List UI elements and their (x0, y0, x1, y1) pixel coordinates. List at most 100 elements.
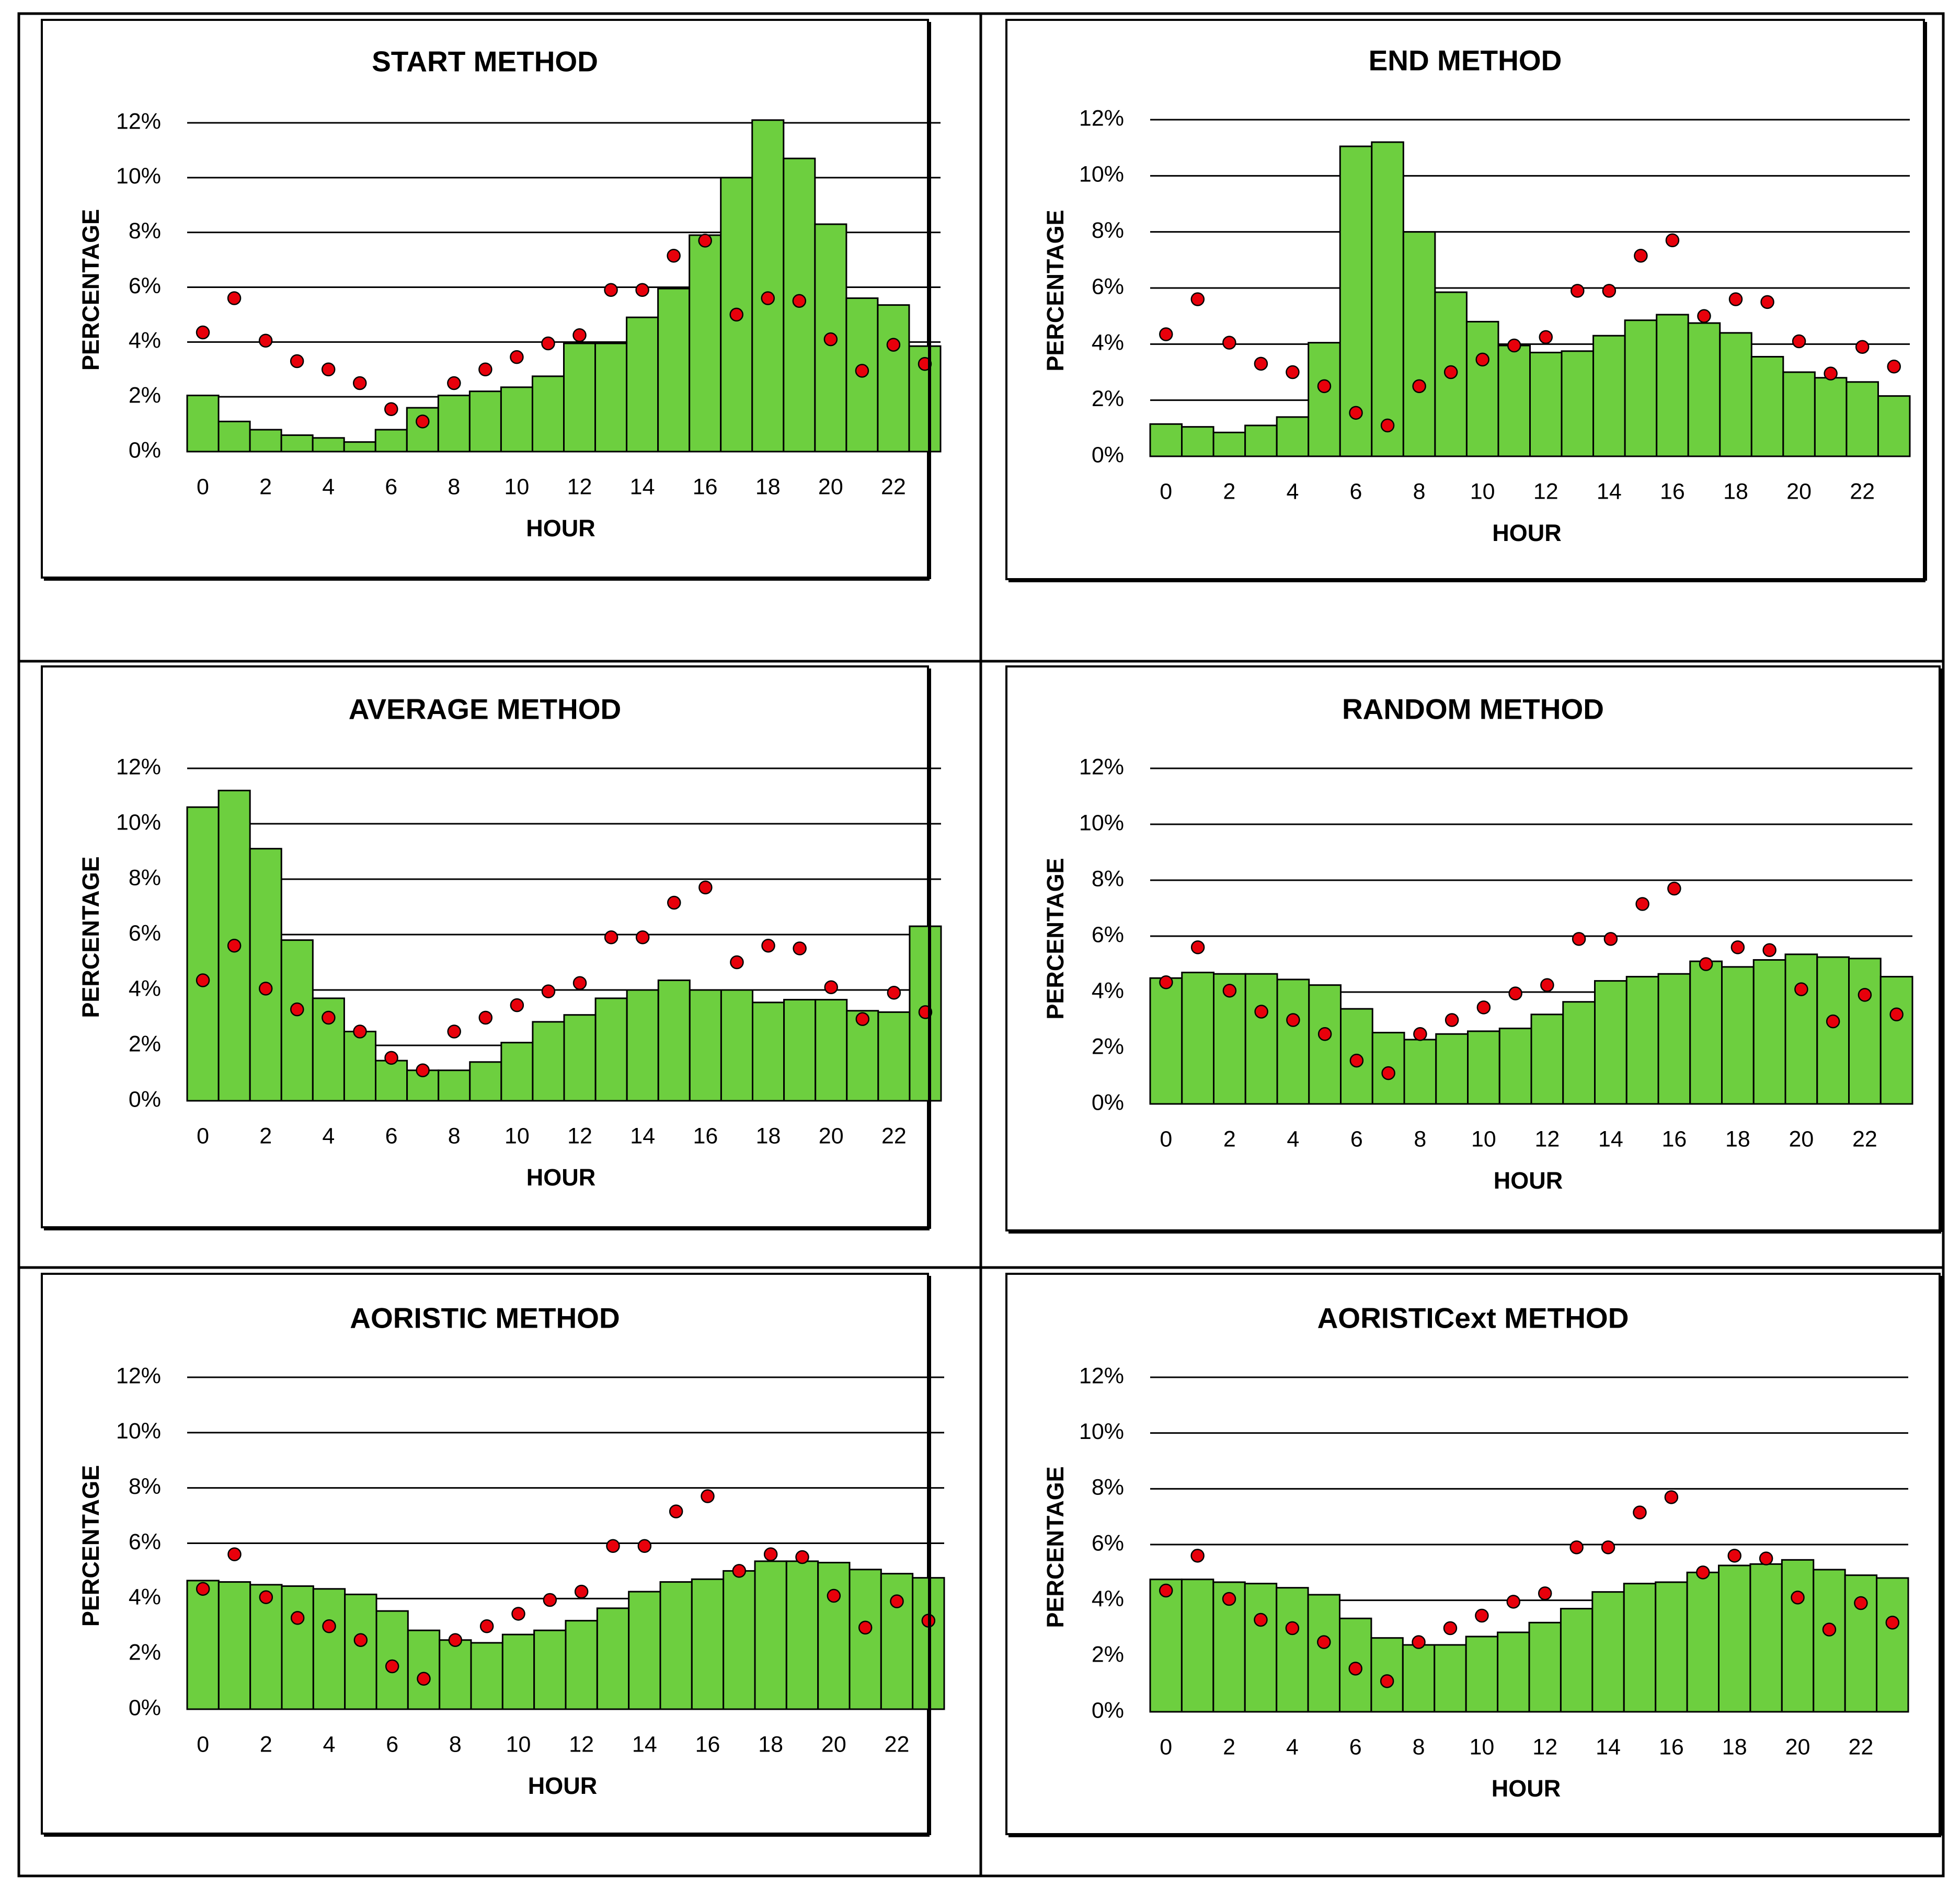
data-point (1760, 295, 1774, 309)
bar (343, 441, 376, 453)
bar-series (186, 119, 942, 453)
y-tick-label: 2% (1092, 1034, 1124, 1059)
data-point (1190, 940, 1205, 954)
data-point (1190, 1549, 1205, 1563)
data-point (1889, 1007, 1904, 1022)
bar (1149, 1579, 1183, 1713)
bar (374, 429, 408, 453)
data-point (447, 1024, 461, 1039)
bar (1655, 1581, 1688, 1713)
data-point (258, 982, 273, 996)
data-point (196, 973, 210, 987)
x-tick-label: 20 (821, 1732, 846, 1757)
bar (533, 1629, 567, 1710)
data-point (259, 1590, 273, 1604)
data-point (1791, 1591, 1805, 1605)
y-tick-label: 6% (1092, 1530, 1124, 1556)
data-point (417, 1672, 431, 1686)
y-axis-label: PERCENTAGE (77, 209, 104, 371)
data-point (604, 930, 618, 944)
x-axis-label: HOUR (1492, 520, 1562, 546)
x-tick-label: 18 (756, 1123, 781, 1148)
data-point (1413, 1027, 1427, 1041)
bar (565, 1620, 598, 1710)
bar (406, 407, 439, 453)
y-tick-label: 12% (1079, 1363, 1124, 1388)
data-point (1854, 1596, 1868, 1610)
data-point (1412, 379, 1426, 394)
data-point (290, 1002, 304, 1017)
bar (1782, 371, 1816, 457)
bar (1813, 1569, 1846, 1713)
data-point (793, 941, 807, 955)
chart-panel-average-method: AVERAGE METHOD 0% 2% 4% 6% 8% 10% 12% 0 2 4 6 8 10 1… (41, 665, 942, 1230)
data-point (792, 294, 807, 308)
bar (817, 1562, 851, 1710)
bar (1467, 1030, 1500, 1105)
x-tick-label: 18 (758, 1732, 783, 1757)
x-tick-label: 10 (1469, 1734, 1494, 1759)
x-tick-label: 6 (385, 1123, 398, 1148)
data-point (1159, 975, 1173, 989)
x-axis-label: HOUR (528, 1772, 598, 1799)
data-point (1635, 897, 1649, 911)
x-tick-label: 4 (1286, 479, 1299, 504)
data-point (543, 1593, 557, 1607)
x-tick-labels: 0 2 4 6 8 10 12 14 16 18 20 22 (1160, 479, 1875, 504)
data-point (824, 980, 838, 994)
bar (563, 342, 597, 453)
bar (1784, 953, 1818, 1105)
y-tick-label: 8% (129, 865, 161, 890)
bar (280, 434, 314, 453)
y-tick-label: 4% (129, 1585, 161, 1610)
data-point (1887, 360, 1901, 374)
bar (468, 390, 502, 453)
x-tick-label: 22 (1852, 1126, 1877, 1151)
bar (754, 1560, 787, 1710)
bar (1181, 426, 1214, 457)
y-tick-label: 4% (1092, 330, 1124, 355)
bar (1848, 958, 1882, 1105)
x-axis-label: HOUR (1494, 1167, 1563, 1194)
data-point (321, 362, 336, 376)
bar (1624, 319, 1658, 457)
y-tick-label: 8% (129, 218, 161, 244)
bar (1371, 141, 1404, 457)
bar (1657, 973, 1691, 1105)
x-tick-label: 8 (1414, 1126, 1426, 1151)
y-tick-label: 0% (1092, 1698, 1124, 1723)
data-point (227, 1547, 242, 1561)
bar (438, 1069, 471, 1102)
x-tick-label: 10 (506, 1732, 531, 1757)
bar (1560, 1608, 1594, 1713)
bar (1465, 1635, 1499, 1713)
data-point (887, 986, 901, 1000)
y-tick-labels: 0% 2% 4% 6% 8% 10% 12% (116, 754, 161, 1112)
bar (1686, 1571, 1720, 1713)
x-tick-label: 6 (1350, 479, 1362, 504)
data-point (761, 291, 775, 305)
x-tick-label: 10 (1470, 479, 1495, 504)
data-point (1349, 1053, 1364, 1068)
x-tick-label: 2 (1223, 1734, 1235, 1759)
data-point (510, 998, 524, 1012)
bar (1719, 332, 1752, 457)
bar (1591, 1591, 1625, 1713)
data-point (1475, 1608, 1489, 1623)
data-point (637, 1539, 652, 1553)
bar (375, 1059, 408, 1102)
data-point (1569, 1540, 1584, 1554)
y-tick-label: 12% (116, 109, 161, 134)
bar (1530, 1013, 1564, 1105)
chart-title: START METHOD (372, 45, 598, 78)
data-point (855, 1012, 870, 1026)
bar (594, 997, 628, 1102)
x-tick-label: 2 (1223, 1126, 1236, 1151)
data-point (227, 291, 242, 305)
chart-panel-aoristic-method: AORISTIC METHOD 0% 2% 4% 6% 8% 10% 12% 0 2 4 6 8 10… (41, 1273, 945, 1837)
bar (312, 1588, 346, 1710)
y-tick-label: 2% (129, 1031, 161, 1056)
y-tick-label: 8% (1092, 1475, 1124, 1500)
data-point (701, 1489, 715, 1503)
reference-points (196, 880, 933, 1077)
